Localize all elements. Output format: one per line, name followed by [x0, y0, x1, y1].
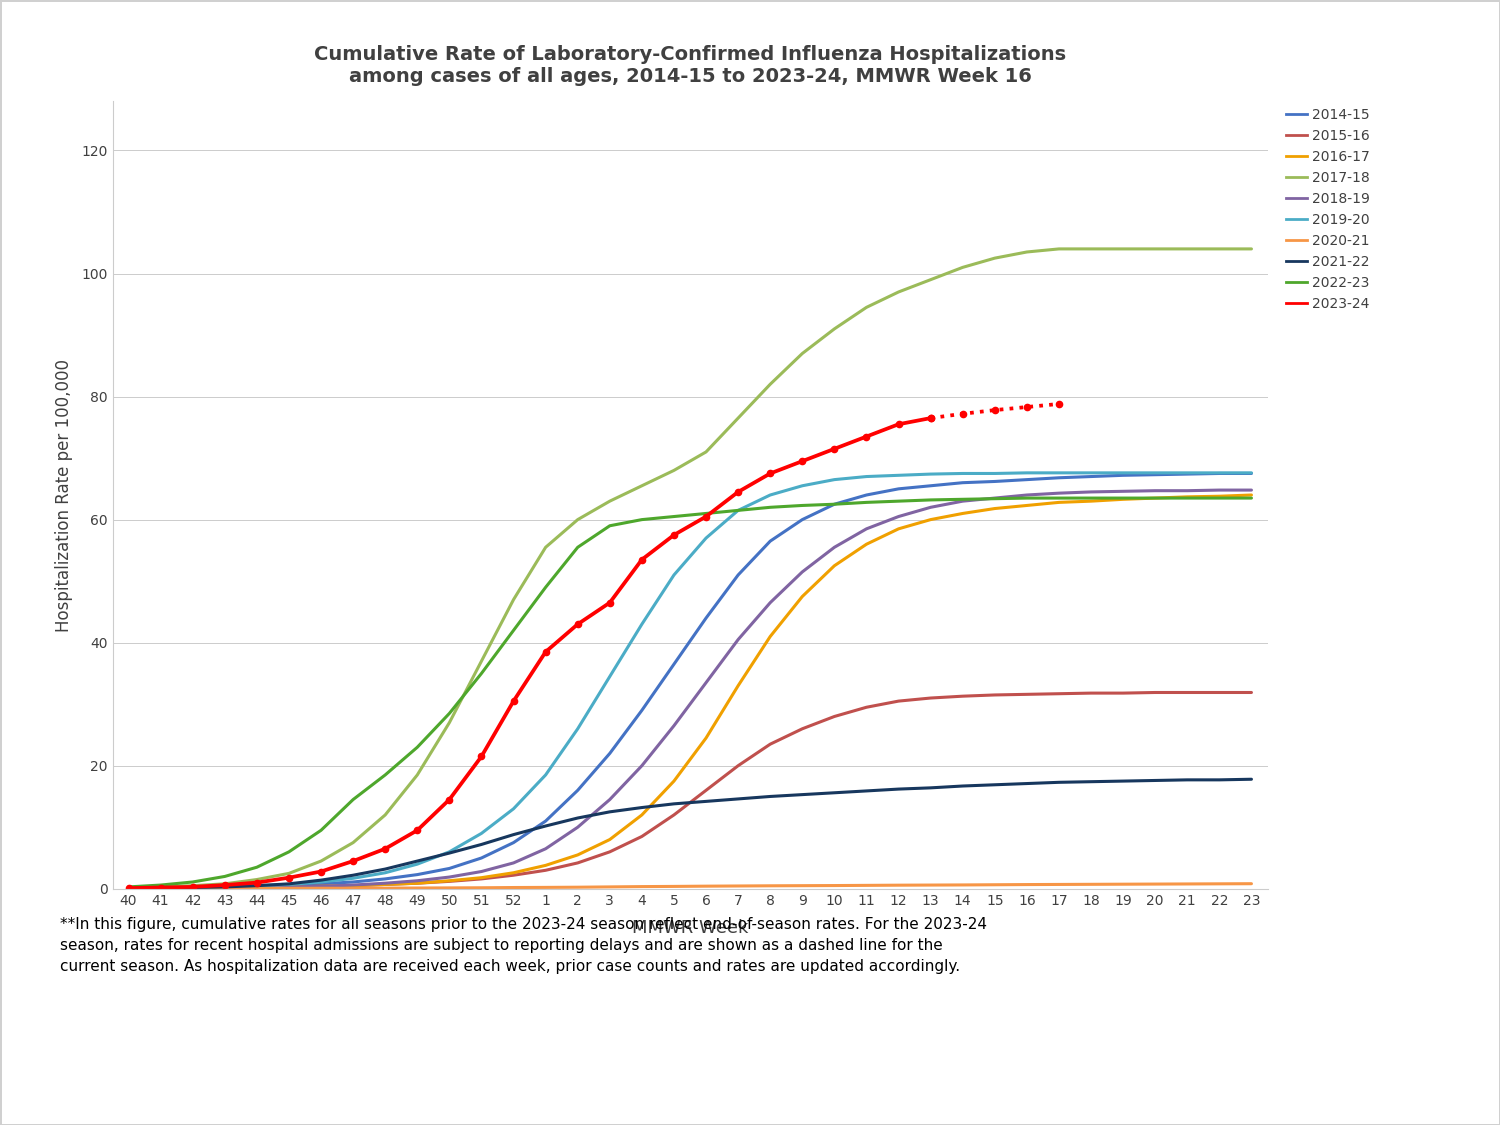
Y-axis label: Hospitalization Rate per 100,000: Hospitalization Rate per 100,000 — [56, 359, 74, 631]
Legend: 2014-15, 2015-16, 2016-17, 2017-18, 2018-19, 2019-20, 2020-21, 2021-22, 2022-23,: 2014-15, 2015-16, 2016-17, 2017-18, 2018… — [1286, 108, 1371, 310]
X-axis label: MMWR Week: MMWR Week — [632, 919, 748, 937]
Text: **In this figure, cumulative rates for all seasons prior to the 2023-24 season r: **In this figure, cumulative rates for a… — [60, 917, 987, 974]
Title: Cumulative Rate of Laboratory-Confirmed Influenza Hospitalizations
among cases o: Cumulative Rate of Laboratory-Confirmed … — [314, 45, 1066, 86]
